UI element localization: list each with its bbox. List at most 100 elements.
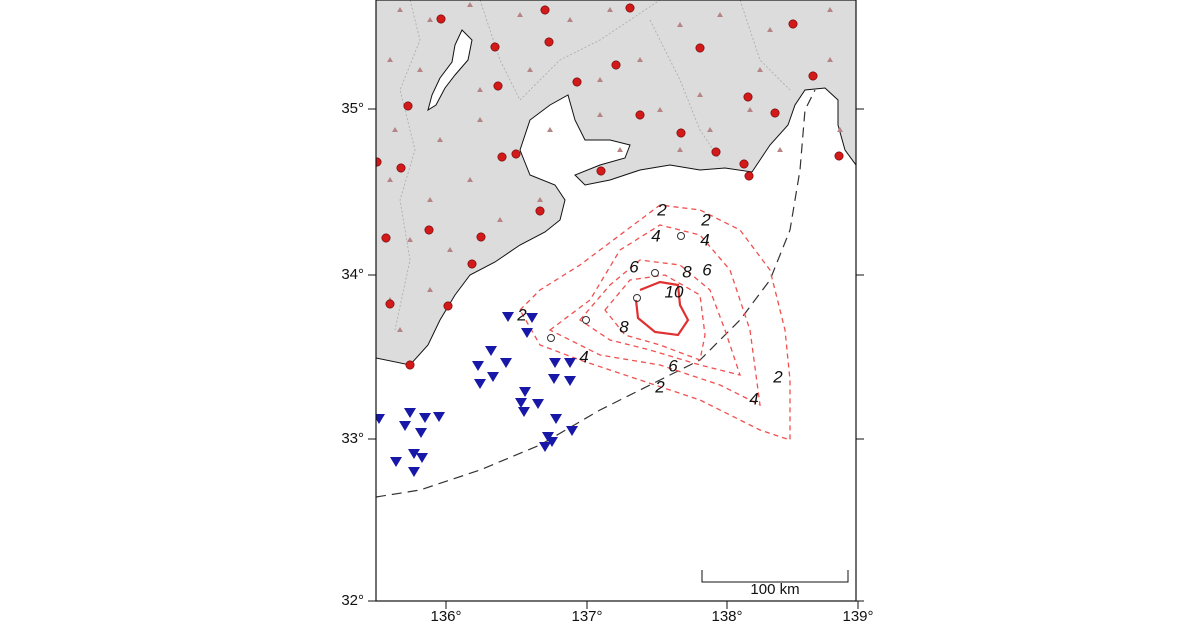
- obs-station: [515, 398, 527, 408]
- obs-station: [518, 407, 530, 417]
- lat-tick-label: 32°: [341, 592, 364, 609]
- obs-station: [390, 457, 402, 467]
- station-circle: [385, 299, 395, 309]
- contour-label: 2: [700, 210, 711, 229]
- station-triangle: [437, 137, 443, 142]
- epicenter-marker: [547, 334, 555, 342]
- station-circle: [381, 233, 391, 243]
- station-triangle: [537, 197, 543, 202]
- border: [649, 19, 721, 161]
- station-circle: [572, 77, 582, 87]
- contour-label: 4: [579, 347, 588, 366]
- station-circle: [535, 206, 545, 216]
- station-circle: [511, 149, 521, 159]
- obs-station: [564, 358, 576, 368]
- station-triangle: [747, 107, 753, 112]
- station-triangle: [827, 57, 833, 62]
- lon-tick-label: 139°: [842, 608, 873, 625]
- station-triangle: [392, 127, 398, 132]
- contour: [579, 259, 741, 376]
- obs-station: [500, 358, 512, 368]
- contour-label: 4: [700, 230, 709, 249]
- station-triangle: [427, 17, 433, 22]
- lon-tick-label: 136°: [430, 608, 461, 625]
- station-triangle: [547, 127, 553, 132]
- epicenter-marker: [582, 316, 590, 324]
- obs-station: [526, 313, 538, 323]
- contour-label: 2: [656, 200, 667, 219]
- epicenter-marker: [677, 232, 685, 240]
- contour: [519, 204, 791, 441]
- station-circle: [396, 163, 406, 173]
- station-triangle: [607, 7, 613, 12]
- obs-station: [487, 372, 499, 382]
- map-body: [376, 0, 856, 498]
- contour-label: 6: [702, 260, 712, 279]
- station-triangle: [397, 7, 403, 12]
- obs-station: [550, 414, 562, 424]
- station-triangle: [827, 7, 833, 12]
- obs-station: [472, 361, 484, 371]
- station-triangle: [497, 217, 503, 222]
- border: [394, 0, 421, 331]
- contour-label: 4: [651, 226, 660, 245]
- epicenter-marker: [633, 294, 641, 302]
- station-circle: [376, 157, 382, 167]
- obs-station: [519, 387, 531, 397]
- obs-station: [404, 408, 416, 418]
- stations: [376, 2, 844, 477]
- station-circle: [540, 5, 550, 15]
- station-triangle: [467, 177, 473, 182]
- station-circle: [625, 3, 635, 13]
- scale-bar-line: [701, 570, 849, 583]
- station-triangle: [597, 77, 603, 82]
- station-triangle: [427, 197, 433, 202]
- contour-label: 10: [665, 282, 684, 301]
- station-circle: [443, 301, 453, 311]
- station-circle: [808, 71, 818, 81]
- station-triangle: [757, 67, 763, 72]
- station-circle: [744, 171, 754, 181]
- station-circle: [635, 110, 645, 120]
- max-contour: [634, 280, 690, 337]
- obs-station: [502, 312, 514, 322]
- lon-tick-label: 137°: [571, 608, 602, 625]
- contour-label: 2: [654, 377, 665, 396]
- lat-tick-label: 33°: [341, 430, 364, 447]
- station-circle: [497, 152, 507, 162]
- lat-tick-label: 34°: [341, 266, 364, 283]
- station-circle: [403, 101, 413, 111]
- obs-station: [548, 374, 560, 384]
- station-triangle: [477, 117, 483, 122]
- obs-station: [415, 428, 427, 438]
- obs-station: [532, 399, 544, 409]
- obs-station: [564, 376, 576, 386]
- station-circle: [611, 60, 621, 70]
- contour: [604, 274, 706, 361]
- station-circle: [834, 151, 844, 161]
- station-circle: [788, 19, 798, 29]
- station-circle: [436, 14, 446, 24]
- contour-label: 6: [668, 356, 678, 375]
- station-triangle: [657, 107, 663, 112]
- station-triangle: [617, 147, 623, 152]
- station-circle: [695, 43, 705, 53]
- obs-station: [549, 358, 561, 368]
- obs-station: [419, 413, 431, 423]
- contour-label: 2: [516, 305, 527, 324]
- station-triangle: [637, 57, 643, 62]
- obs-station: [566, 426, 578, 436]
- station-circle: [424, 225, 434, 235]
- obs-station: [416, 453, 428, 463]
- station-circle: [711, 147, 721, 157]
- lat-tick-label: 35°: [341, 100, 364, 117]
- station-triangle: [397, 327, 403, 332]
- station-circle: [490, 42, 500, 52]
- station-triangle: [427, 287, 433, 292]
- station-circle: [467, 259, 477, 269]
- station-triangle: [837, 127, 843, 132]
- contours: [519, 204, 791, 441]
- contour-label: 8: [682, 262, 692, 281]
